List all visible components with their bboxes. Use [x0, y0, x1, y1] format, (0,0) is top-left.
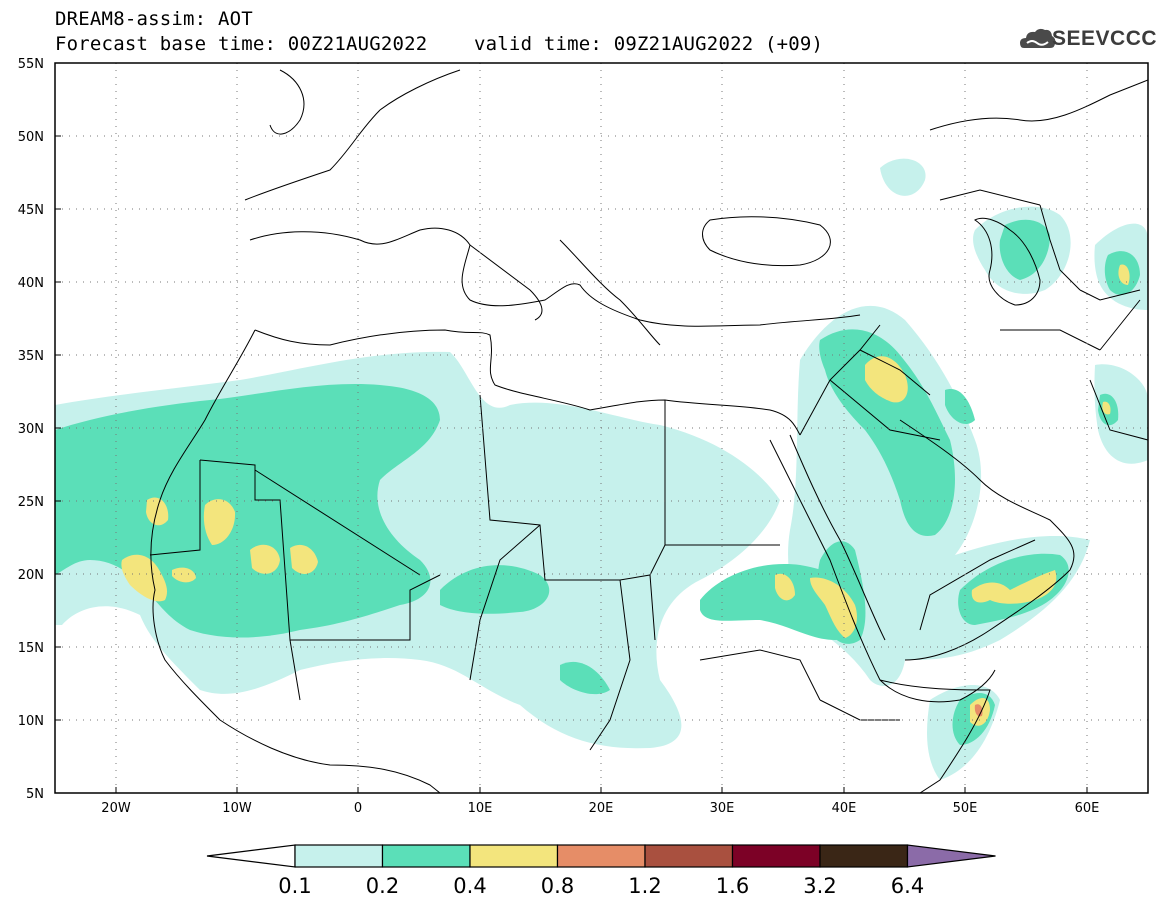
colorbar-label: 1.2	[628, 874, 661, 898]
logo-text: SEEVCCC	[1052, 27, 1158, 50]
colorbar-swatch	[556, 844, 646, 868]
aot-level-0.4	[121, 264, 1130, 726]
lat-label: 5N	[26, 787, 44, 802]
axis-ticks	[55, 62, 1088, 793]
colorbar-swatch	[469, 844, 559, 868]
colorbar-label: 6.4	[891, 874, 924, 898]
lon-label: 20W	[101, 801, 131, 816]
lat-label: 10N	[18, 714, 44, 729]
lat-label: 50N	[18, 130, 44, 145]
lat-label: 30N	[18, 422, 44, 437]
colorbar-swatch	[381, 844, 471, 868]
valid-time-label: valid time:	[474, 33, 603, 55]
colorbar-label: 0.8	[541, 874, 574, 898]
lon-label: 10E	[468, 801, 493, 816]
lon-label: 50E	[953, 801, 978, 816]
colorbar-label: 0.2	[366, 874, 399, 898]
colorbar-arrow-low	[206, 844, 296, 868]
lon-label: 60E	[1075, 801, 1100, 816]
cloud-icon	[1020, 28, 1056, 48]
colorbar-swatch	[294, 844, 384, 868]
colorbar-label: 0.4	[453, 874, 486, 898]
valid-time-value: 09Z21AUG2022 (+09)	[613, 33, 824, 55]
colorbar-swatch	[819, 844, 909, 868]
lat-label: 35N	[18, 349, 44, 364]
colorbar-label: 1.6	[716, 874, 749, 898]
lat-label: 25N	[18, 495, 44, 510]
lat-label: 55N	[18, 57, 44, 72]
lon-label: 20E	[589, 801, 614, 816]
model-title: DREAM8-assim: AOT	[55, 8, 253, 30]
lat-label: 15N	[18, 641, 44, 656]
colorbar-label: 3.2	[803, 874, 836, 898]
colorbar-label: 0.1	[278, 874, 311, 898]
lon-label: 30E	[710, 801, 735, 816]
lon-label: 40E	[832, 801, 857, 816]
colorbar-arrow-high	[906, 844, 996, 868]
lat-label: 20N	[18, 568, 44, 583]
graticule	[55, 63, 1148, 793]
colorbar-swatch	[644, 844, 734, 868]
lat-label: 40N	[18, 276, 44, 291]
lon-label: 0	[354, 801, 362, 816]
coastlines-and-borders	[149, 69, 1148, 793]
forecast-base-value: 00Z21AUG2022	[287, 33, 428, 55]
lat-label: 45N	[18, 203, 44, 218]
lon-label: 10W	[222, 801, 252, 816]
colorbar-swatch	[731, 844, 821, 868]
forecast-time-line: Forecast base time: 00Z21AUG2022 valid t…	[55, 33, 823, 55]
forecast-base-label: Forecast base time:	[55, 33, 277, 55]
